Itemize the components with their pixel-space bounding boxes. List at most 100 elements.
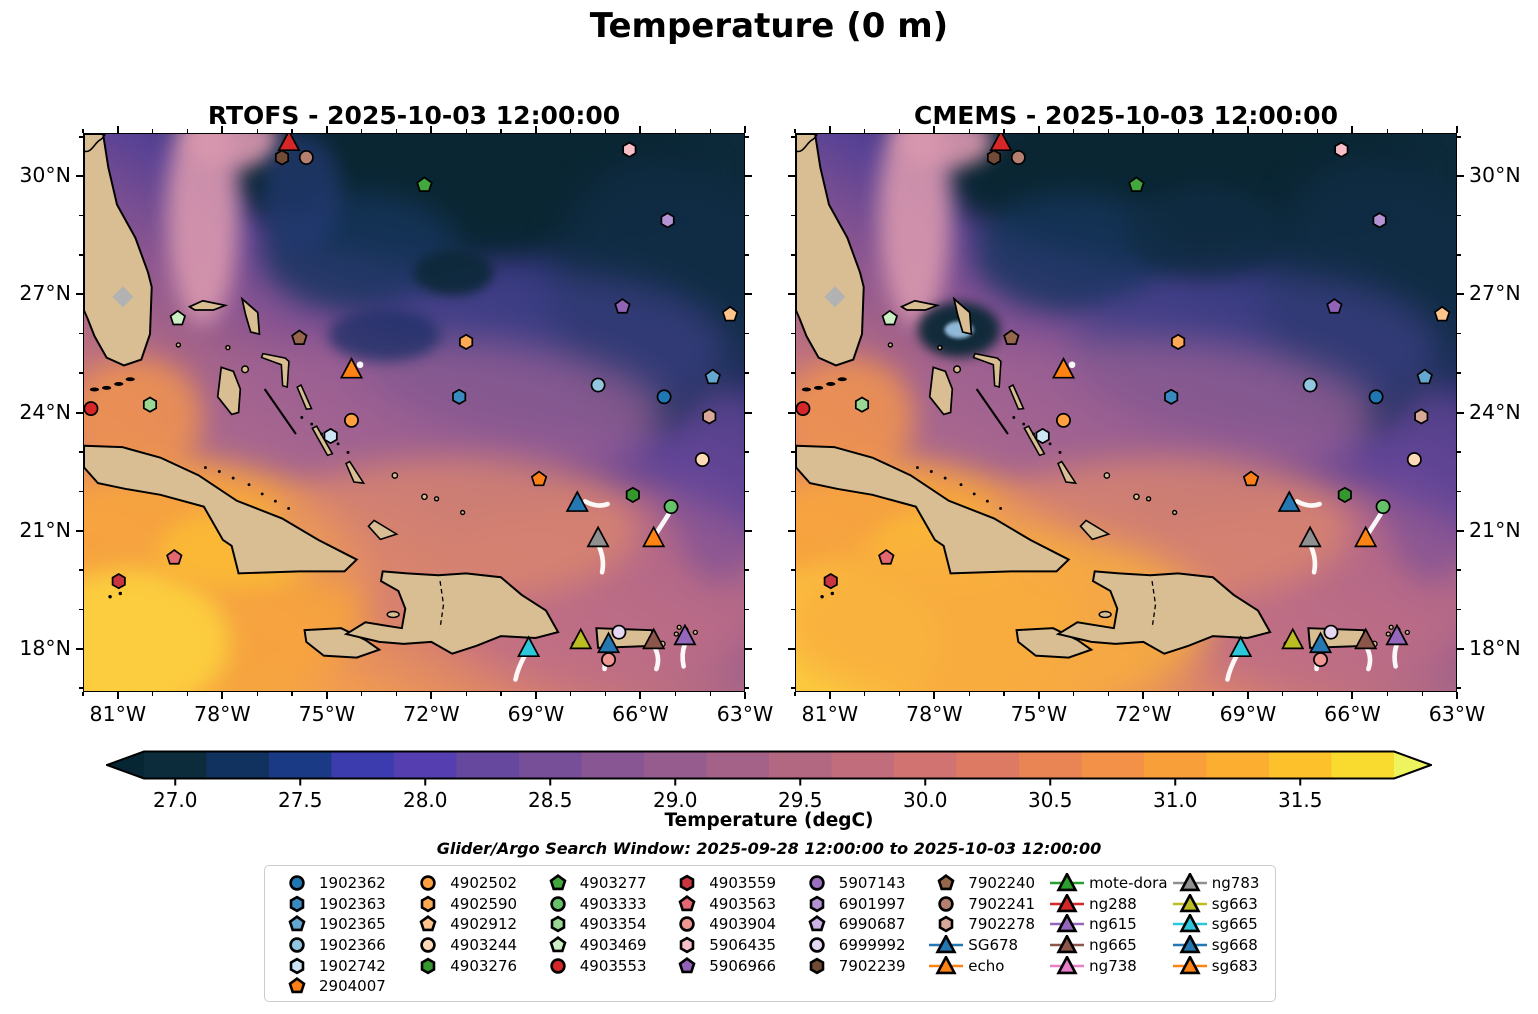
legend-marker-triangle-icon [1049,914,1085,934]
axis-tick [1386,692,1388,696]
marker-1902366 [590,377,606,393]
legend-label: 4903333 [579,894,647,913]
lon-tick-label: 78°W [906,702,963,726]
axis-tick [745,647,752,650]
lat-tick-label: 30°N [19,163,71,188]
axis-tick [745,569,749,571]
axis-tick [788,175,795,178]
legend-marker-circle-icon [799,873,835,893]
axis-tick [788,411,795,414]
axis-tick [745,372,749,374]
axis-tick [76,293,83,296]
axis-tick [1457,569,1461,571]
legend-label: 4903469 [579,936,647,955]
legend-label: sg665 [1211,915,1258,934]
marker-4903354 [854,396,870,413]
panel-title-cmems: CMEMS - 2025-10-03 12:00:00 [914,101,1338,130]
legend-item-5907143: 5907143 [799,873,929,894]
legend-marker-pentagon-icon [540,873,576,893]
axis-tick [291,692,293,696]
marker-4902502 [1056,412,1071,428]
legend-item-echo: echo [928,955,1049,976]
marker-4903559 [111,573,126,590]
marker-4902590 [459,333,474,351]
lat-tick-label: 21°N [19,517,71,542]
legend-marker-pentagon-icon [799,914,835,934]
lat-tick-label: 24°N [1469,399,1521,424]
lat-tick-label: 21°N [1469,517,1521,542]
panel-title-rtofs: RTOFS - 2025-10-03 12:00:00 [207,101,621,130]
axis-tick [1037,692,1040,699]
legend-marker-pentagon-icon [669,894,705,914]
axis-tick [864,692,866,696]
marker-sg683 [1354,525,1378,548]
axis-tick [745,215,749,217]
axis-tick [1457,333,1461,335]
axis-tick [1316,692,1319,696]
colorbar-tick-label: 29.0 [652,788,698,812]
axis-tick [1456,692,1458,699]
axis-tick [534,692,537,699]
marker-ng783 [1298,525,1322,548]
axis-tick [1457,529,1464,532]
lon-tick-label: 81°W [89,702,147,726]
legend-marker-triangle-icon [1049,955,1085,976]
legend-marker-circle-icon [928,894,964,914]
legend-item-4903563: 4903563 [669,894,799,915]
axis-tick [570,692,572,696]
legend-label: 7902278 [968,915,1036,934]
lat-tick-label: 18°N [1469,635,1521,660]
legend-label: 4903276 [450,956,518,975]
legend-item-ng783: ng783 [1172,873,1265,894]
legend-marker-triangle-icon [1172,935,1208,955]
marker-7902278 [702,408,717,425]
lon-tick-label: 66°W [1324,702,1381,726]
legend-item-7902239: 7902239 [799,955,929,976]
lon-tick-label: 63°W [1428,702,1486,726]
platform-markers [796,134,1451,682]
marker-ng288 [277,134,301,152]
axis-tick [361,692,363,696]
marker-1902365 [704,368,721,385]
marker-1902366 [1302,377,1318,393]
marker-4903354 [142,396,158,413]
legend-item-7902240: 7902240 [928,873,1049,894]
axis-tick [395,692,398,696]
marker-4902912 [1433,305,1451,322]
axis-tick [152,692,154,696]
lon-tick-label: 63°W [716,702,774,726]
marker-4903244 [1406,452,1422,468]
marker-5906966 [1326,297,1343,314]
axis-tick [1457,136,1461,138]
legend-item-2904007: 2904007 [279,976,410,997]
lon-tick-label: 81°W [801,702,859,726]
figure-title: Temperature (0 m) [589,6,949,46]
colorbar-tick-label: 28.5 [527,788,573,812]
axis-tick [639,692,642,699]
axis-tick [788,647,795,650]
legend-item-5906435: 5906435 [669,935,799,956]
legend-marker-circle-icon [410,935,446,955]
axis-tick [76,411,83,414]
axis-tick [709,692,711,696]
legend-item-4903354: 4903354 [540,914,670,935]
axis-tick [1457,647,1464,650]
legend-marker-hexagon-icon [410,894,446,914]
marker-7902241 [1010,150,1026,165]
marker-6901997 [1372,212,1387,229]
legend-column: 5907143 6901997 6990687 6999992 7902239 [799,873,929,997]
legend-marker-triangle-icon [1172,955,1208,976]
legend-item-1902365: 1902365 [279,914,410,935]
marker-4903904 [601,652,616,668]
lon-tick-label: 66°W [612,702,669,726]
legend-item-4902590: 4902590 [410,894,540,915]
legend-column: 4902502 4902590 4902912 4903244 4903276 [410,873,540,997]
legend-marker-triangle-icon [928,935,964,955]
legend-label: 1902365 [319,915,386,934]
legend-marker-circle-icon [540,894,576,914]
legend-item-4903559: 4903559 [669,873,799,894]
axis-tick [745,608,749,610]
axis-tick [745,490,749,492]
axis-tick [745,411,752,414]
legend-marker-triangle-icon [1049,893,1085,914]
